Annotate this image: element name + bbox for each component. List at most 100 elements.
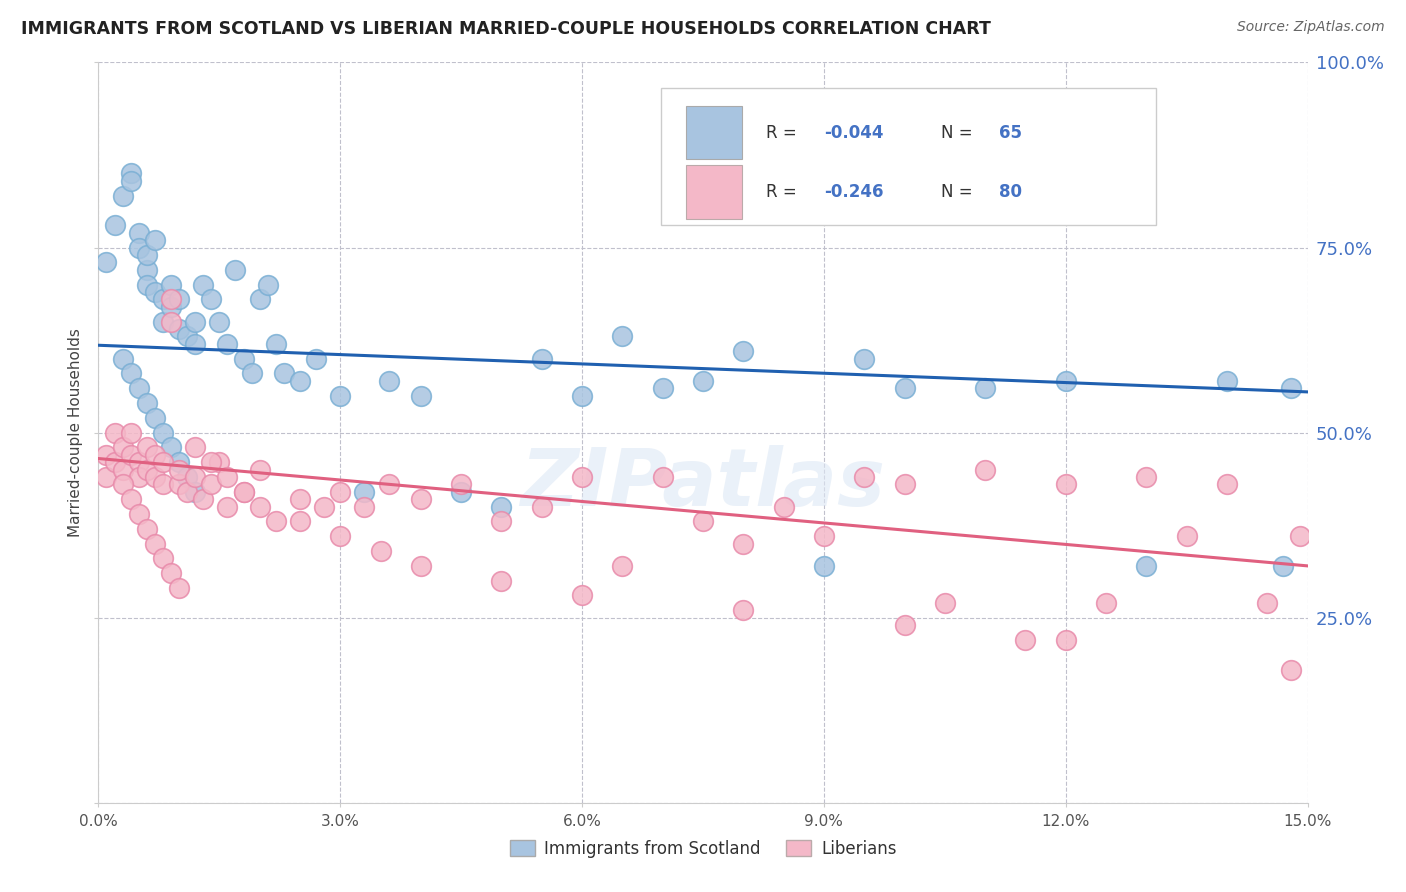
Point [329, 388, 352, 402]
Point [329, 484, 352, 499]
Point [96, 255, 118, 269]
Point [143, 536, 166, 550]
Point [167, 322, 190, 336]
Point [232, 484, 254, 499]
Point [733, 603, 755, 617]
Point [571, 589, 593, 603]
Point [1014, 632, 1036, 647]
Point [167, 462, 190, 476]
Text: IMMIGRANTS FROM SCOTLAND VS LIBERIAN MARRIED-COUPLE HOUSEHOLDS CORRELATION CHART: IMMIGRANTS FROM SCOTLAND VS LIBERIAN MAR… [21, 20, 991, 37]
Point [612, 558, 634, 573]
Point [530, 500, 553, 514]
Point [111, 477, 134, 491]
Point [232, 484, 254, 499]
Point [240, 367, 263, 381]
Point [1256, 596, 1278, 610]
Point [128, 226, 150, 240]
Point [135, 262, 157, 277]
Point [450, 484, 472, 499]
Point [571, 470, 593, 484]
Point [288, 492, 311, 507]
Point [329, 529, 352, 543]
Point [974, 381, 997, 395]
Point [370, 544, 392, 558]
Point [249, 293, 271, 307]
Point [409, 388, 432, 402]
Point [184, 441, 207, 455]
Text: R =: R = [766, 183, 801, 201]
Point [184, 336, 207, 351]
Point [152, 314, 174, 328]
Point [143, 470, 166, 484]
Point [135, 248, 157, 262]
Text: -0.246: -0.246 [824, 183, 883, 201]
Point [152, 477, 174, 491]
Point [934, 596, 956, 610]
Point [128, 455, 150, 469]
Point [135, 462, 157, 476]
Point [1135, 470, 1157, 484]
Point [120, 425, 142, 440]
Point [135, 277, 157, 292]
Point [217, 336, 239, 351]
Point [208, 314, 231, 328]
Point [853, 470, 876, 484]
Point [1054, 477, 1077, 491]
Point [217, 470, 239, 484]
Point [1288, 529, 1310, 543]
Point [103, 425, 125, 440]
Point [135, 441, 157, 455]
Point [120, 492, 142, 507]
Point [208, 455, 231, 469]
Text: -0.044: -0.044 [824, 124, 883, 142]
Point [733, 536, 755, 550]
Point [288, 374, 311, 388]
Point [193, 277, 215, 292]
Point [1054, 374, 1077, 388]
Point [256, 277, 278, 292]
Point [120, 166, 142, 180]
Point [176, 329, 198, 343]
Point [893, 381, 915, 395]
Point [353, 484, 375, 499]
Point [217, 500, 239, 514]
Point [152, 551, 174, 566]
Point [193, 492, 215, 507]
Point [143, 285, 166, 299]
Point [143, 448, 166, 462]
Point [612, 329, 634, 343]
Point [103, 455, 125, 469]
Point [249, 462, 271, 476]
Point [491, 574, 513, 588]
Point [184, 314, 207, 328]
Point [353, 500, 375, 514]
Point [1272, 558, 1295, 573]
Point [120, 448, 142, 462]
Point [96, 448, 118, 462]
Point [96, 470, 118, 484]
Point [200, 455, 222, 469]
Point [1135, 558, 1157, 573]
Point [377, 477, 399, 491]
Point [128, 240, 150, 255]
Point [409, 492, 432, 507]
Point [571, 388, 593, 402]
Point [651, 381, 673, 395]
Point [160, 277, 183, 292]
Text: R =: R = [766, 124, 801, 142]
Point [184, 470, 207, 484]
Point [651, 470, 673, 484]
FancyBboxPatch shape [686, 106, 742, 160]
Point [160, 441, 183, 455]
Point [167, 477, 190, 491]
Point [224, 262, 246, 277]
FancyBboxPatch shape [686, 165, 742, 219]
Point [160, 293, 183, 307]
Text: Source: ZipAtlas.com: Source: ZipAtlas.com [1237, 20, 1385, 34]
Point [893, 477, 915, 491]
Point [305, 351, 328, 366]
Point [143, 410, 166, 425]
Point [314, 500, 336, 514]
Point [128, 507, 150, 521]
Point [128, 470, 150, 484]
